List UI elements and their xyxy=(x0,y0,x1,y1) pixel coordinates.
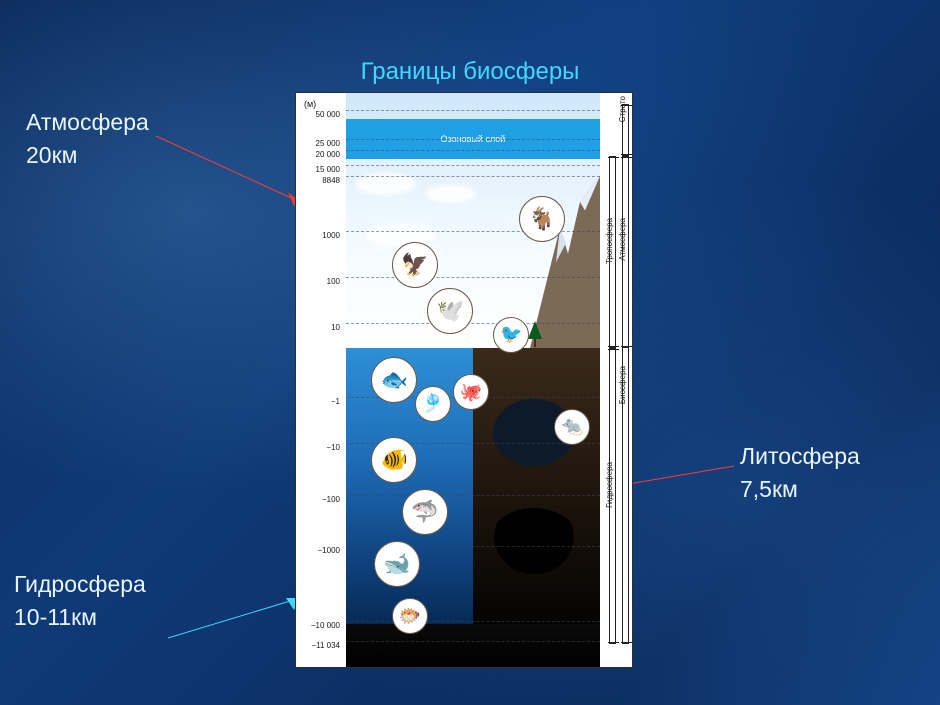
label-atmosphere: Атмосфера 20км xyxy=(26,106,149,173)
scale-tick: 1000 xyxy=(300,231,340,240)
organism-swallow: 🐦 xyxy=(493,317,529,353)
arrow-hydrosphere xyxy=(162,592,308,646)
scale-tick: −10 000 xyxy=(300,621,340,630)
diagram-plot: Озоновый слой 🐐🦅🕊️🐦🐟🎐🐙🐠🦈🐋🐀🐡 xyxy=(346,93,600,667)
scale-tick: −10 xyxy=(300,443,340,452)
scale-tick: 15 000 xyxy=(300,165,340,174)
scale-tick: 100 xyxy=(300,277,340,286)
gridline xyxy=(346,176,600,177)
bracket-label-hydro: Гидросфера xyxy=(605,462,614,508)
organism-octopus: 🐙 xyxy=(453,374,489,410)
organism-shark: 🦈 xyxy=(402,489,448,535)
biosphere-diagram: (м) 50 00025 00020 00015 000884810001001… xyxy=(295,92,633,668)
label-lithosphere-value: 7,5км xyxy=(740,473,860,506)
label-hydrosphere-value: 10-11км xyxy=(14,601,146,634)
scale-axis: 50 000 25 000 20 000 15 000 8848 1000 100 10 −1 −… xyxy=(296,93,346,667)
gridline xyxy=(346,495,600,496)
label-lithosphere: Литосфера 7,5км xyxy=(740,440,860,507)
scale-tick: 8848 xyxy=(300,176,340,185)
coal-deposit-icon xyxy=(488,508,579,580)
gridline xyxy=(346,110,600,111)
label-hydrosphere: Гидросфера 10-11км xyxy=(14,568,146,635)
scale-tick: 20 000 xyxy=(300,150,340,159)
tree-icon xyxy=(528,321,542,347)
cloud-icon xyxy=(426,185,476,203)
gridline xyxy=(346,621,600,622)
gridline xyxy=(346,323,600,324)
cloud-icon xyxy=(366,223,436,247)
organism-whale: 🐋 xyxy=(374,541,420,587)
organism-mole: 🐀 xyxy=(554,409,590,445)
scale-tick: −11 034 xyxy=(300,641,340,650)
gridline xyxy=(346,139,600,140)
organism-anglerfish: 🐡 xyxy=(392,598,428,634)
organism-jellyfish: 🎐 xyxy=(415,386,451,422)
scale-tick: 50 000 xyxy=(300,110,340,119)
bracket-label-strato: Страто xyxy=(618,96,627,122)
scale-tick: −100 xyxy=(300,495,340,504)
arrow-atmosphere xyxy=(150,130,310,210)
gridline xyxy=(346,165,600,166)
gridline xyxy=(346,231,600,232)
label-lithosphere-name: Литосфера xyxy=(740,440,860,473)
abyss-zone xyxy=(346,624,600,667)
organism-goat: 🐐 xyxy=(519,196,565,242)
scale-tick: −1 xyxy=(300,397,340,406)
label-atmosphere-value: 20км xyxy=(26,139,149,172)
label-atmosphere-name: Атмосфера xyxy=(26,106,149,139)
gridline xyxy=(346,277,600,278)
label-hydrosphere-name: Гидросфера xyxy=(14,568,146,601)
bracket-label-bio: Биосфера xyxy=(618,366,627,404)
gridline xyxy=(346,641,600,642)
scale-tick: 10 xyxy=(300,323,340,332)
organism-eagle: 🦅 xyxy=(392,242,438,288)
gridline xyxy=(346,150,600,151)
scale-tick: 25 000 xyxy=(300,139,340,148)
scale-tick: −1000 xyxy=(300,546,340,555)
vertical-brackets: СтратоТропосфераАтмосфераГидросфераБиосф… xyxy=(600,93,632,667)
bracket-label-tropo: Тропосфера xyxy=(605,218,614,264)
earth-zone xyxy=(473,348,600,624)
page-title: Границы биосферы xyxy=(361,58,580,86)
